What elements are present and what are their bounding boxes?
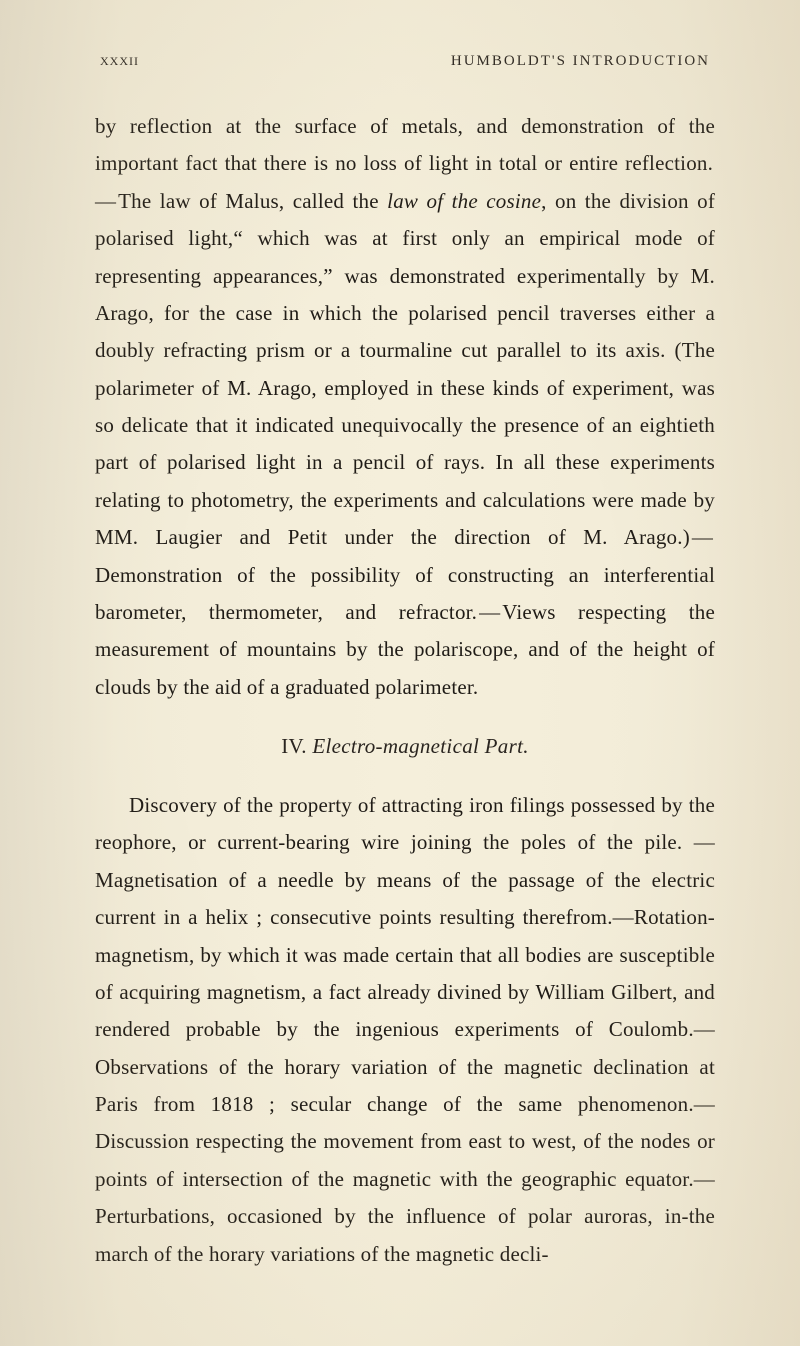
section-title-text: Electro-magnetical Part. [312, 734, 528, 758]
p2-text: Discovery of the property of attracting … [95, 793, 715, 1266]
page-header: xxxii HUMBOLDT'S INTRODUCTION [95, 50, 715, 70]
paragraph-2: Discovery of the property of attracting … [95, 787, 715, 1273]
p1-text: by reflection at the surface of metals, … [95, 114, 715, 699]
running-head: HUMBOLDT'S INTRODUCTION [451, 53, 710, 70]
page-number: xxxii [100, 50, 139, 70]
paragraph-1: by reflection at the surface of metals, … [95, 108, 715, 706]
section-number: IV. [281, 734, 307, 758]
section-heading: IV. Electro-magnetical Part. [95, 734, 715, 759]
